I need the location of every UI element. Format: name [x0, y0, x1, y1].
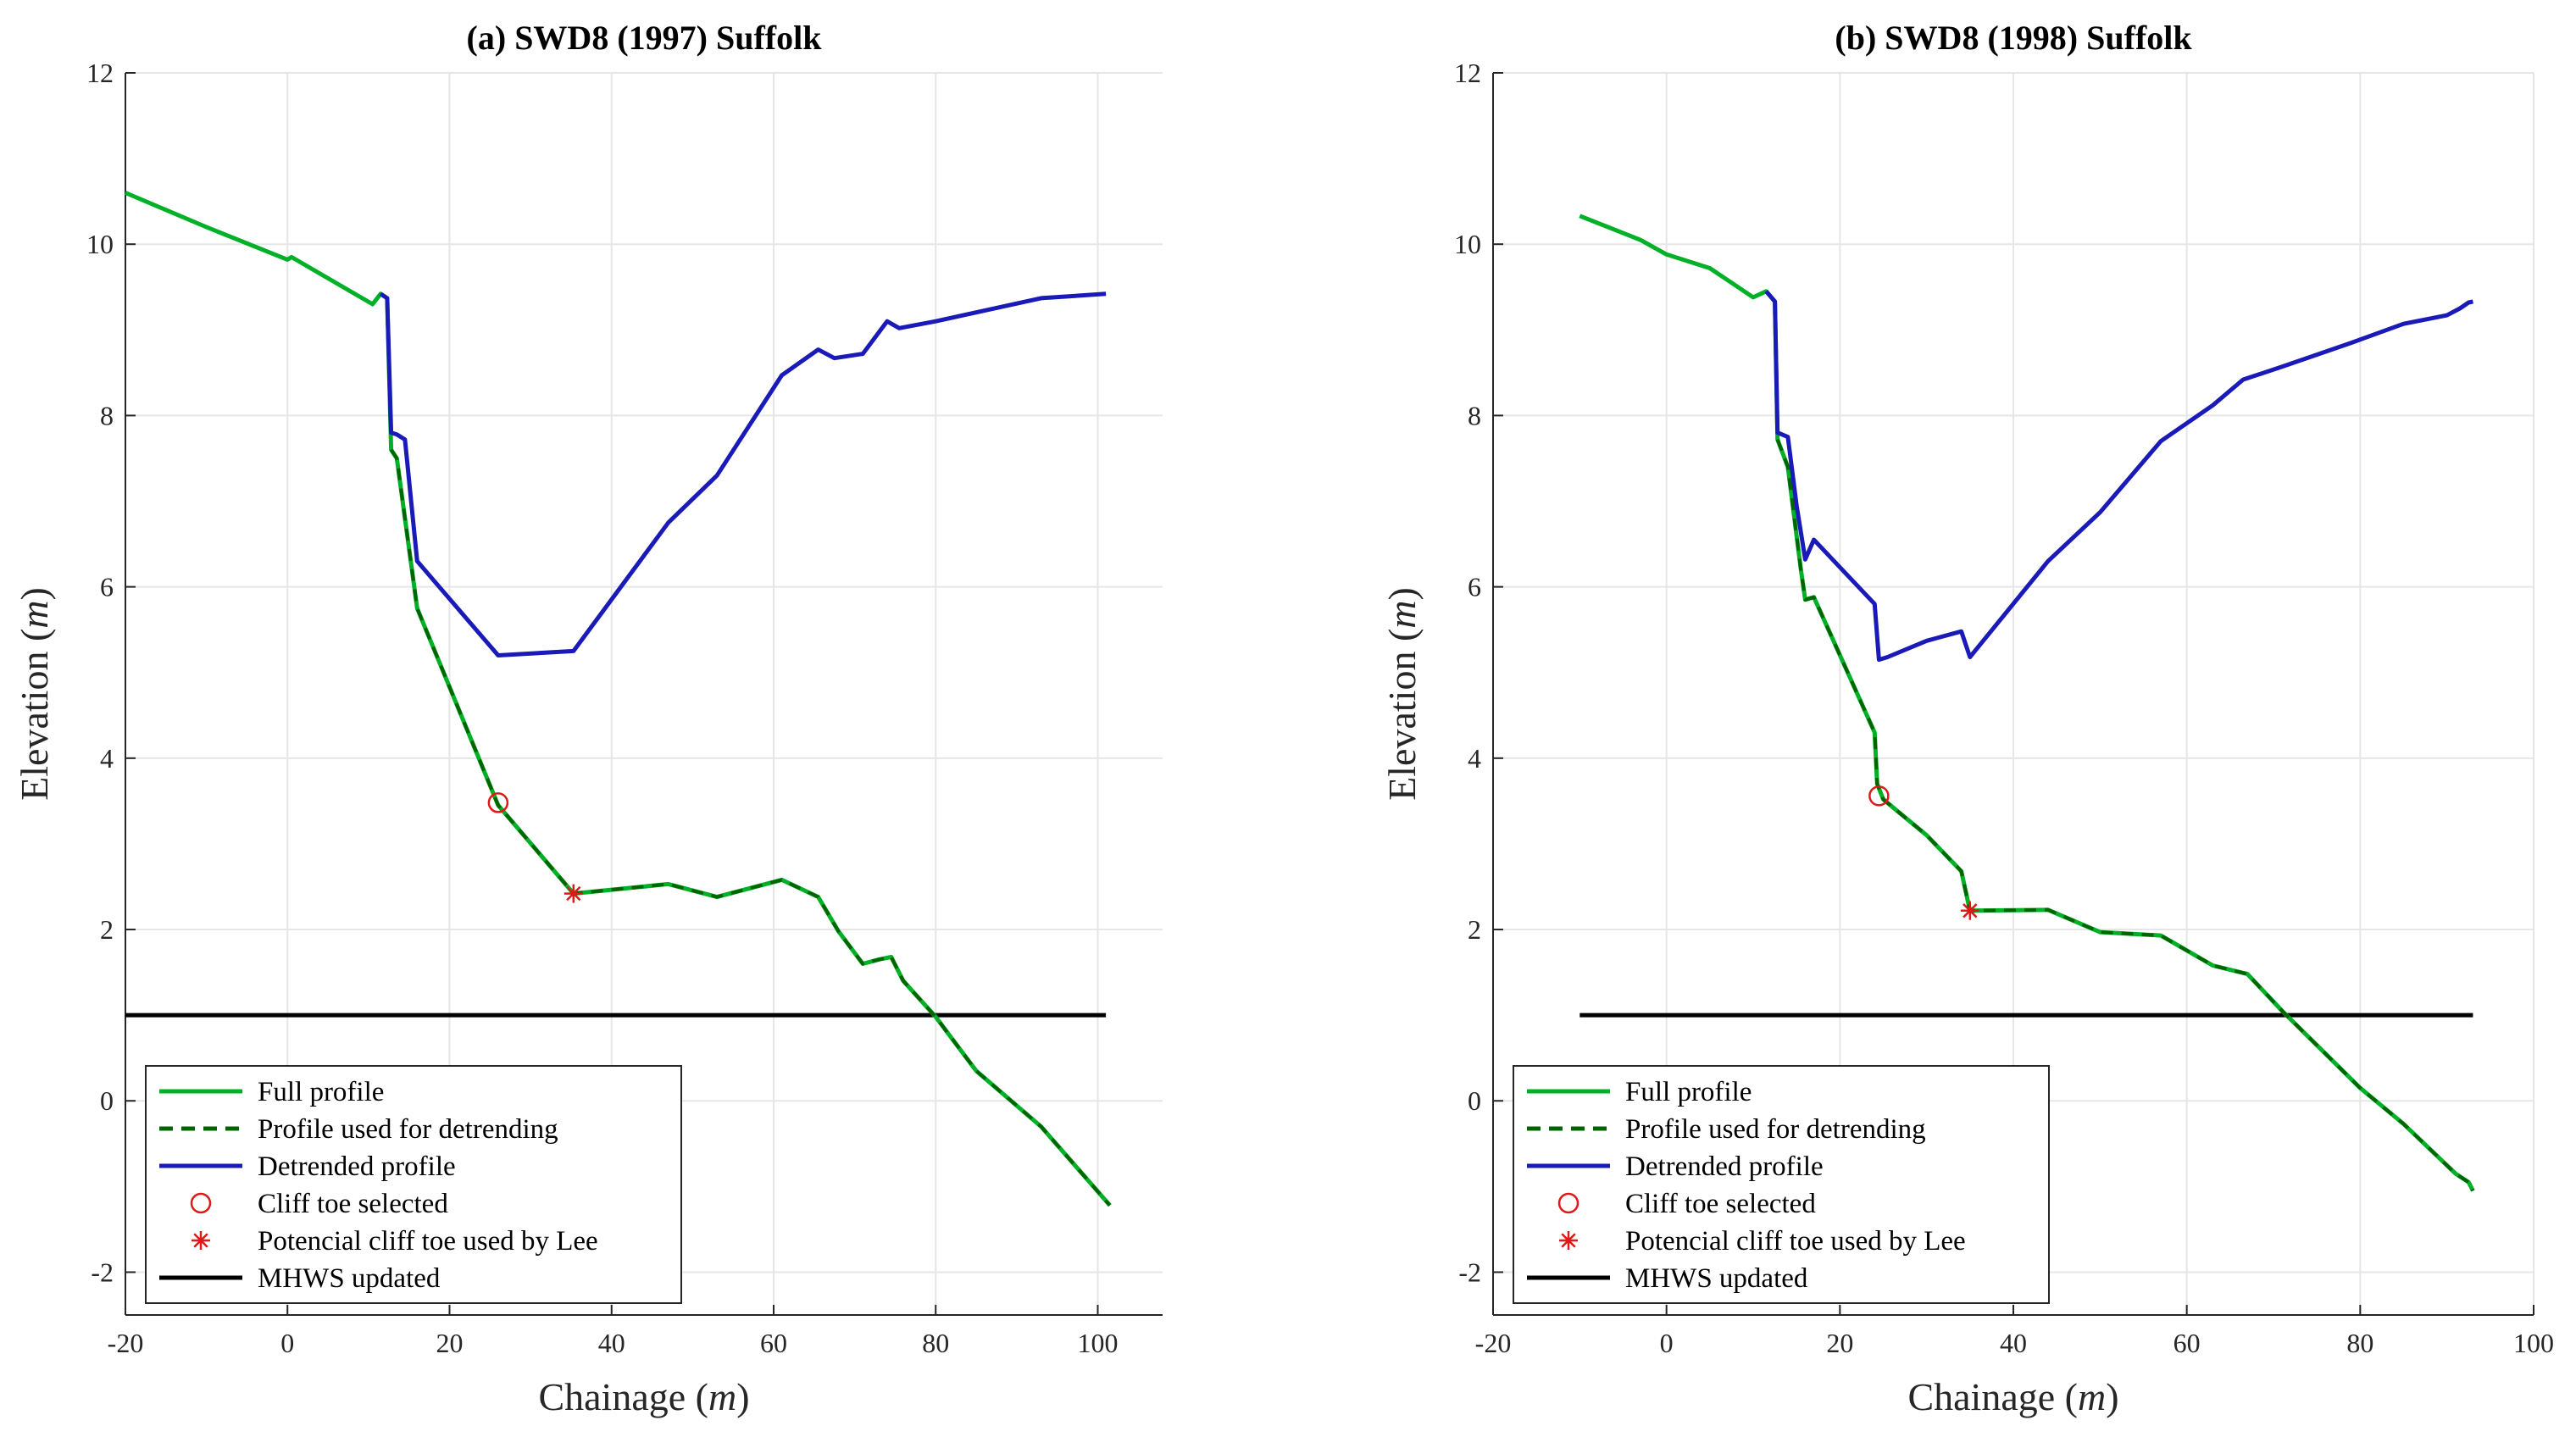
x-axis-label-close: )	[2106, 1375, 2118, 1418]
x-tick-label: -20	[108, 1328, 144, 1358]
y-axis-label-unit: m	[1380, 601, 1424, 629]
x-tick-label: 20	[436, 1328, 464, 1358]
series-potencial-cliff-toe-used-by-lee	[1960, 901, 1979, 920]
legend-label: Potencial cliff toe used by Lee	[258, 1226, 598, 1257]
y-tick-label: 6	[100, 572, 114, 602]
series-cliff-toe-selected	[1868, 785, 1890, 807]
y-axis-label-close: )	[1380, 587, 1424, 600]
x-tick-label: 60	[2174, 1328, 2201, 1358]
legend-symbol-potencial-cliff-toe-used-by-lee	[1559, 1231, 1578, 1250]
x-tick-label: 0	[1660, 1328, 1674, 1358]
y-axis-label-text: Elevation (	[13, 629, 56, 801]
legend: Full profile Profile used for detrending D…	[1513, 1065, 2050, 1304]
y-tick-label: 0	[1468, 1085, 1481, 1116]
y-axis-label: Elevation (m)	[13, 587, 56, 801]
legend-box	[145, 1065, 682, 1304]
x-tick-label: -20	[1475, 1328, 1512, 1358]
series-potencial-cliff-toe-used-by-lee	[564, 884, 583, 903]
x-axis-label: Chainage (m)	[1907, 1375, 2118, 1418]
legend: Full profile Profile used for detrending D…	[145, 1065, 682, 1304]
legend-label: MHWS updated	[1625, 1263, 1808, 1294]
y-tick-label: 10	[1454, 229, 1481, 259]
x-tick-label: 60	[760, 1328, 787, 1358]
legend-label: Cliff toe selected	[1625, 1189, 1816, 1219]
y-tick-label: -2	[91, 1257, 114, 1287]
x-tick-label: 40	[598, 1328, 625, 1358]
series-cliff-toe-selected	[487, 792, 509, 813]
x-axis-label-text: Chainage (	[538, 1375, 708, 1418]
x-tick-label: 100	[2513, 1328, 2554, 1358]
y-tick-label: 0	[100, 1085, 114, 1116]
x-axis-label-close: )	[736, 1375, 749, 1418]
chart-title: (b) SWD8 (1998) Suffolk	[1835, 19, 2192, 57]
y-axis-label: Elevation (m)	[1380, 587, 1424, 801]
legend-label: Detrended profile	[1625, 1151, 1824, 1182]
x-tick-label: 40	[2000, 1328, 2027, 1358]
legend-label: Detrended profile	[258, 1151, 456, 1182]
legend-symbol-cliff-toe-selected	[1557, 1192, 1579, 1214]
series-detrended-profile	[1764, 290, 2473, 663]
legend-label: Profile used for detrending	[1625, 1114, 1926, 1145]
x-tick-label: 80	[2346, 1328, 2373, 1358]
y-tick-label: 12	[86, 58, 114, 88]
legend-label: Profile used for detrending	[258, 1114, 558, 1145]
legend-label: Potencial cliff toe used by Lee	[1625, 1226, 1966, 1257]
legend-label: MHWS updated	[258, 1263, 441, 1294]
legend-symbol-potencial-cliff-toe-used-by-lee	[192, 1231, 210, 1250]
legend-box	[1513, 1065, 2050, 1304]
y-axis-label-close: )	[13, 587, 56, 600]
x-tick-label: 20	[1826, 1328, 1853, 1358]
y-tick-label: 8	[100, 400, 114, 430]
y-tick-label: 4	[1468, 743, 1481, 774]
y-tick-label: 2	[1468, 914, 1481, 945]
series-profile-used-for-detrending	[389, 448, 1112, 1207]
legend-symbol-cliff-toe-selected	[190, 1192, 212, 1214]
y-tick-label: 6	[1468, 572, 1481, 602]
y-tick-label: 2	[100, 914, 114, 945]
x-tick-label: 0	[280, 1328, 294, 1358]
x-tick-label: 100	[1078, 1328, 1119, 1358]
legend-label: Cliff toe selected	[258, 1189, 448, 1219]
y-tick-label: 10	[86, 229, 114, 259]
series-profile-used-for-detrending	[1775, 438, 2475, 1192]
y-axis-label-unit: m	[13, 601, 56, 629]
y-axis-label-text: Elevation (	[1380, 629, 1424, 801]
legend-label: Full profile	[1625, 1077, 1752, 1107]
legend-label: Full profile	[258, 1077, 384, 1107]
x-tick-label: 80	[922, 1328, 949, 1358]
series-detrended-profile	[379, 291, 1107, 657]
chart-title: (a) SWD8 (1997) Suffolk	[467, 19, 823, 57]
y-tick-label: 12	[1454, 58, 1481, 88]
x-axis-label-unit: m	[708, 1375, 736, 1418]
x-axis-label-unit: m	[2078, 1375, 2106, 1418]
x-axis-label-text: Chainage (	[1907, 1375, 2078, 1418]
y-tick-label: -2	[1458, 1257, 1481, 1287]
y-tick-label: 4	[100, 743, 114, 774]
y-tick-label: 8	[1468, 400, 1481, 430]
x-axis-label: Chainage (m)	[538, 1375, 749, 1418]
